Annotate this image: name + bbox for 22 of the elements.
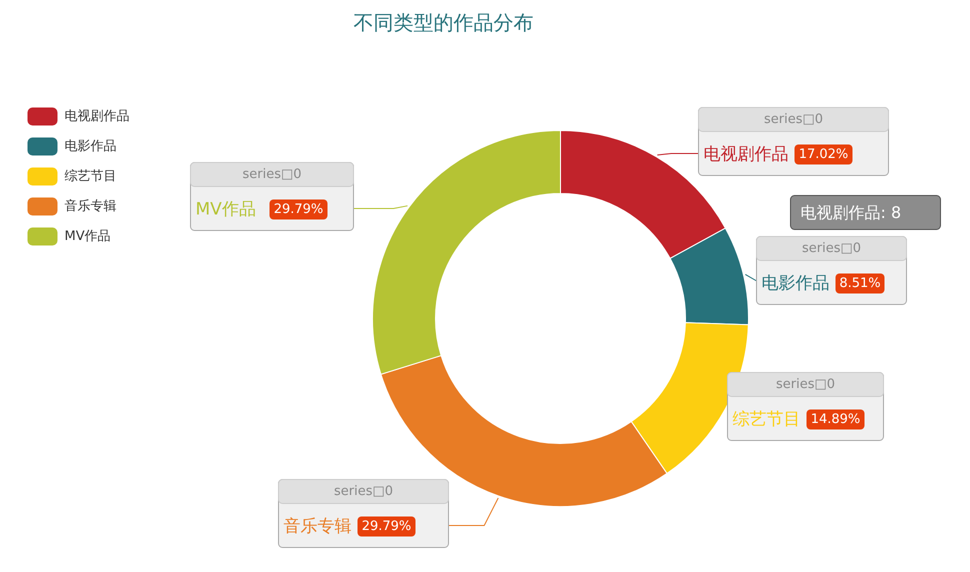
data-label: 17.02% <box>798 147 848 162</box>
data-label: 29.79% <box>274 202 324 217</box>
text: 电视剧作品: 8 <box>800 203 902 222</box>
slice-label: MV作品 <box>196 200 256 220</box>
data-label: 29.79% <box>362 519 412 534</box>
data-label: 8.51% <box>839 276 881 291</box>
slice-label: 音乐专辑 <box>284 516 352 536</box>
legend-label: 电视剧作品 <box>64 109 130 124</box>
legend-label: MV作品 <box>64 229 111 244</box>
legend-label: 综艺节目 <box>64 169 116 184</box>
data-label: 14.89% <box>810 412 860 427</box>
slice-label: 电视剧作品 <box>704 144 788 164</box>
text: series□0 <box>764 112 824 127</box>
text: series□0 <box>802 241 862 256</box>
text: series□0 <box>776 377 836 392</box>
chart-title: 不同类型的作品分布 <box>354 10 534 34</box>
legend-label: 音乐专辑 <box>64 199 116 214</box>
text: series□0 <box>242 167 302 182</box>
text: series□0 <box>334 484 394 499</box>
legend-label: 电影作品 <box>64 139 116 154</box>
slice-label: 电影作品 <box>762 274 830 294</box>
slice-label: 综艺节目 <box>732 410 800 430</box>
